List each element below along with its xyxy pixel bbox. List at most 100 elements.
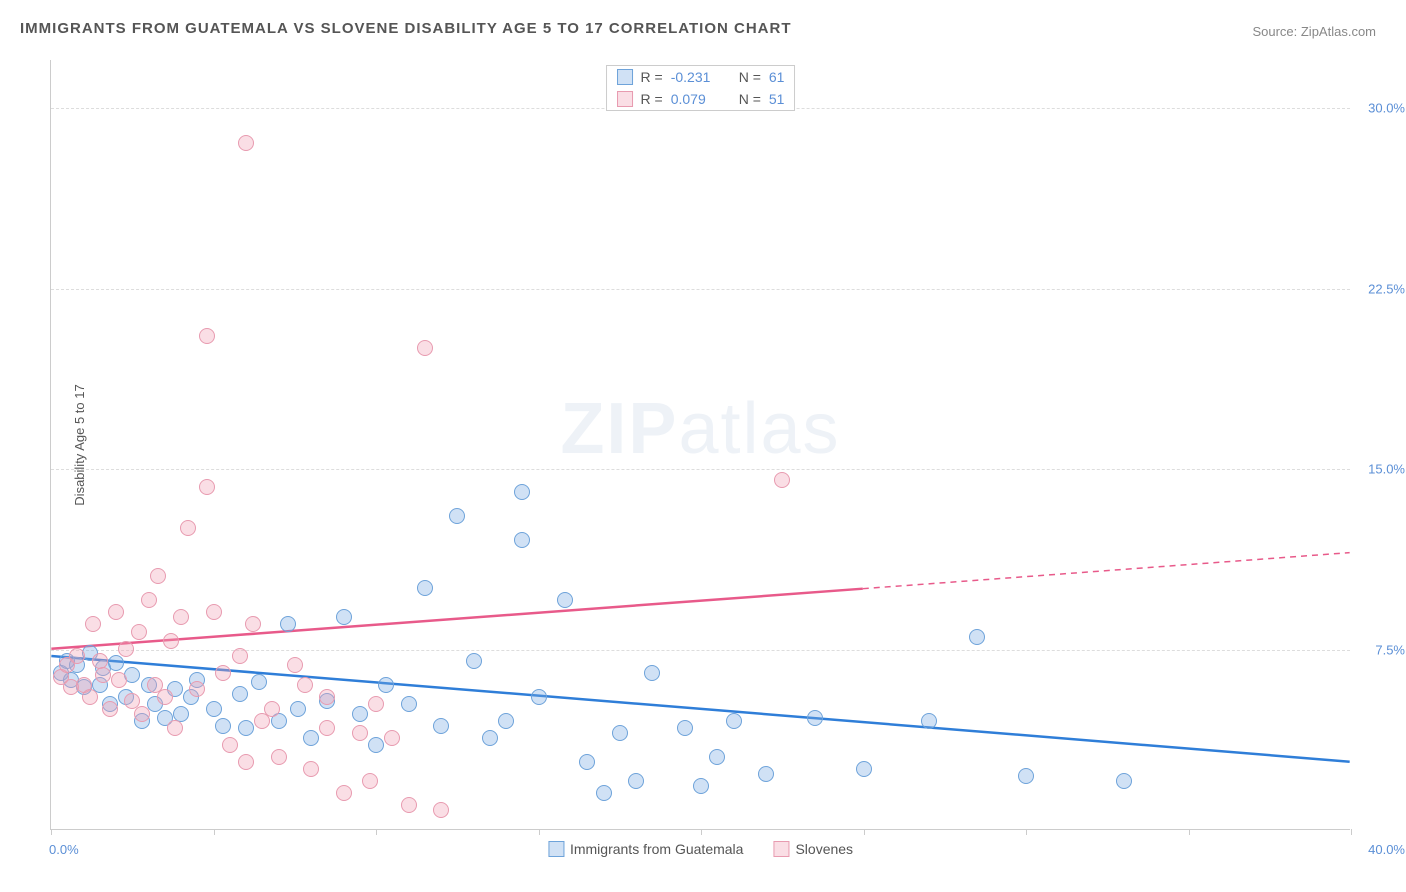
scatter-point bbox=[199, 479, 215, 495]
stats-legend-box: R = -0.231 N = 61 R = 0.079 N = 51 bbox=[606, 65, 796, 111]
legend-label: Immigrants from Guatemala bbox=[570, 841, 744, 857]
scatter-point bbox=[290, 701, 306, 717]
x-tick bbox=[1351, 829, 1352, 835]
scatter-point bbox=[384, 730, 400, 746]
scatter-point bbox=[245, 616, 261, 632]
scatter-point bbox=[287, 657, 303, 673]
scatter-point bbox=[1116, 773, 1132, 789]
scatter-point bbox=[362, 773, 378, 789]
x-tick bbox=[701, 829, 702, 835]
n-value: 61 bbox=[769, 69, 785, 85]
swatch-icon bbox=[617, 91, 633, 107]
scatter-point bbox=[271, 749, 287, 765]
scatter-point bbox=[417, 340, 433, 356]
scatter-point bbox=[108, 655, 124, 671]
scatter-point bbox=[352, 725, 368, 741]
scatter-point bbox=[401, 696, 417, 712]
scatter-point bbox=[709, 749, 725, 765]
scatter-point bbox=[280, 616, 296, 632]
y-axis-label: Disability Age 5 to 17 bbox=[72, 384, 87, 505]
scatter-point bbox=[677, 720, 693, 736]
legend-item: Immigrants from Guatemala bbox=[548, 841, 744, 857]
scatter-point bbox=[163, 633, 179, 649]
swatch-icon bbox=[773, 841, 789, 857]
legend-item: Slovenes bbox=[773, 841, 853, 857]
y-tick-label: 7.5% bbox=[1375, 642, 1405, 657]
scatter-point bbox=[401, 797, 417, 813]
scatter-point bbox=[628, 773, 644, 789]
scatter-point bbox=[921, 713, 937, 729]
scatter-point bbox=[1018, 768, 1034, 784]
scatter-point bbox=[433, 718, 449, 734]
scatter-point bbox=[531, 689, 547, 705]
gridline bbox=[51, 469, 1350, 470]
scatter-point bbox=[336, 785, 352, 801]
scatter-point bbox=[514, 484, 530, 500]
scatter-point bbox=[557, 592, 573, 608]
x-tick bbox=[214, 829, 215, 835]
scatter-point bbox=[206, 701, 222, 717]
swatch-icon bbox=[617, 69, 633, 85]
r-label: R = bbox=[641, 91, 663, 107]
scatter-point bbox=[319, 689, 335, 705]
scatter-point bbox=[238, 754, 254, 770]
scatter-point bbox=[726, 713, 742, 729]
source-attribution: Source: ZipAtlas.com bbox=[1252, 24, 1376, 39]
scatter-point bbox=[134, 706, 150, 722]
stats-row-series-1: R = 0.079 N = 51 bbox=[607, 88, 795, 110]
scatter-point bbox=[579, 754, 595, 770]
scatter-point bbox=[102, 701, 118, 717]
gridline bbox=[51, 289, 1350, 290]
scatter-point bbox=[378, 677, 394, 693]
scatter-point bbox=[319, 720, 335, 736]
scatter-point bbox=[232, 648, 248, 664]
scatter-point bbox=[596, 785, 612, 801]
scatter-point bbox=[95, 667, 111, 683]
scatter-point bbox=[644, 665, 660, 681]
x-tick bbox=[864, 829, 865, 835]
scatter-point bbox=[199, 328, 215, 344]
scatter-point bbox=[232, 686, 248, 702]
scatter-point bbox=[264, 701, 280, 717]
scatter-point bbox=[82, 689, 98, 705]
scatter-point bbox=[807, 710, 823, 726]
scatter-point bbox=[131, 624, 147, 640]
scatter-point bbox=[368, 737, 384, 753]
watermark-light: atlas bbox=[678, 389, 840, 469]
y-tick-label: 30.0% bbox=[1368, 101, 1405, 116]
scatter-point bbox=[173, 609, 189, 625]
scatter-point bbox=[466, 653, 482, 669]
scatter-point bbox=[251, 674, 267, 690]
stats-row-series-0: R = -0.231 N = 61 bbox=[607, 66, 795, 88]
scatter-point bbox=[482, 730, 498, 746]
scatter-point bbox=[167, 720, 183, 736]
n-label: N = bbox=[739, 91, 761, 107]
r-value: 0.079 bbox=[671, 91, 721, 107]
scatter-point bbox=[969, 629, 985, 645]
scatter-point bbox=[180, 520, 196, 536]
scatter-point bbox=[189, 681, 205, 697]
scatter-point bbox=[449, 508, 465, 524]
scatter-point bbox=[157, 689, 173, 705]
x-tick bbox=[1189, 829, 1190, 835]
scatter-point bbox=[303, 761, 319, 777]
scatter-point bbox=[92, 653, 108, 669]
scatter-point bbox=[693, 778, 709, 794]
scatter-point bbox=[758, 766, 774, 782]
n-label: N = bbox=[739, 69, 761, 85]
scatter-point bbox=[433, 802, 449, 818]
x-tick bbox=[376, 829, 377, 835]
scatter-point bbox=[150, 568, 166, 584]
scatter-point bbox=[297, 677, 313, 693]
x-max-label: 40.0% bbox=[1368, 842, 1405, 857]
scatter-point bbox=[215, 665, 231, 681]
x-tick bbox=[51, 829, 52, 835]
watermark: ZIPatlas bbox=[560, 388, 840, 470]
scatter-point bbox=[238, 720, 254, 736]
swatch-icon bbox=[548, 841, 564, 857]
x-tick bbox=[539, 829, 540, 835]
scatter-point bbox=[336, 609, 352, 625]
plot-area: Disability Age 5 to 17 ZIPatlas 7.5%15.0… bbox=[50, 60, 1350, 830]
scatter-point bbox=[111, 672, 127, 688]
trend-lines bbox=[51, 60, 1350, 829]
